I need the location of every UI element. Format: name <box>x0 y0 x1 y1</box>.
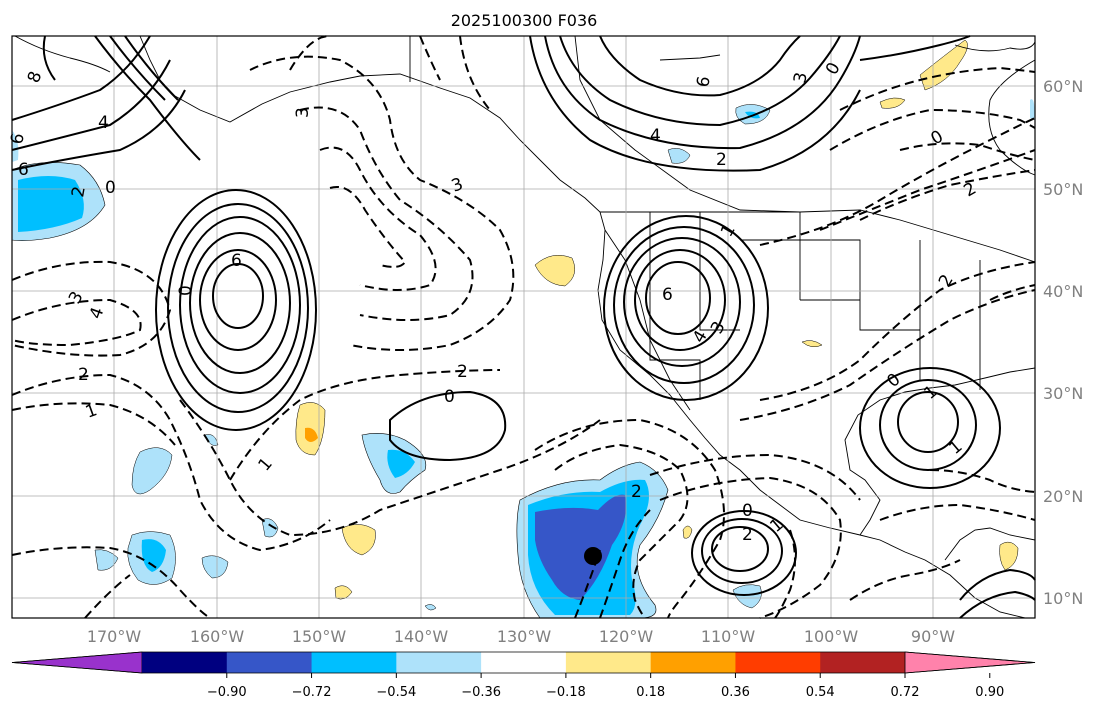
colorbar-tick-label: 0.18 <box>636 685 665 700</box>
contour-label: 4 <box>98 113 109 133</box>
colorbar-outline <box>11 651 1036 674</box>
colorbar-segment <box>311 652 397 673</box>
contour-label: 6 <box>662 285 673 305</box>
lon-label: 120°W <box>599 627 654 646</box>
contour-label: 6 <box>7 132 29 146</box>
colorbar-segment <box>820 652 906 673</box>
colorbar-segment <box>481 652 567 673</box>
contour-label: 0 <box>176 285 196 296</box>
lon-label: 170°W <box>87 627 142 646</box>
contour-label: 3 <box>790 71 812 85</box>
longitude-labels: 170°W 160°W 150°W 140°W 130°W 120°W 110°… <box>87 627 955 646</box>
colorbar-extend-low <box>11 651 143 674</box>
map-title: 2025100300 F036 <box>451 11 598 30</box>
contour-label: 2 <box>68 185 90 199</box>
colorbar-tick-label: 0.72 <box>891 685 920 700</box>
contour-label: 2 <box>457 362 468 382</box>
contour-label: 6 <box>693 75 715 89</box>
colorbar-tick-label: 0.36 <box>721 685 750 700</box>
contour-label: 4 <box>650 126 661 146</box>
colorbar-extend-high <box>904 651 1036 674</box>
lon-label: 150°W <box>292 627 347 646</box>
colorbar-tick-label: −0.36 <box>461 685 501 700</box>
lat-label: 30°N <box>1043 384 1083 403</box>
colorbar-tick-label: −0.18 <box>546 685 586 700</box>
lat-label: 60°N <box>1043 77 1083 96</box>
contour-label: 3 <box>293 107 313 118</box>
negative-contours <box>11 35 1036 619</box>
lon-label: 140°W <box>394 627 449 646</box>
colorbar-segment <box>735 652 821 673</box>
map-frame <box>11 35 1036 619</box>
lon-label: 90°W <box>911 627 955 646</box>
coastlines <box>14 35 1036 619</box>
contour-label: 6 <box>231 251 242 271</box>
contour-label: 6 <box>18 160 29 180</box>
colorbar-segment <box>650 652 736 673</box>
lat-label: 10°N <box>1043 589 1083 608</box>
colorbar-tick-label: −0.54 <box>376 685 416 700</box>
latitude-labels: 60°N 50°N 40°N 30°N 20°N 10°N <box>1043 77 1083 608</box>
colorbar-segment <box>226 652 313 673</box>
lat-label: 20°N <box>1043 487 1083 506</box>
contour-label: 2 <box>742 525 753 545</box>
lon-label: 160°W <box>190 627 245 646</box>
lat-label: 50°N <box>1043 180 1083 199</box>
colorbar-tick-label: −0.72 <box>292 685 332 700</box>
lon-label: 110°W <box>701 627 756 646</box>
colorbar-segment <box>142 652 228 673</box>
map-panel: 8 6 4 6 2 0 4 2 3 6 3 0 3 2 0 1 6 6 3 4 … <box>7 35 1036 619</box>
tropical-cyclone-marker <box>584 547 602 565</box>
contour-label: 0 <box>742 501 753 521</box>
shaded-anomaly-regions <box>11 39 1035 619</box>
lon-label: 100°W <box>804 627 859 646</box>
contour-label: 2 <box>78 365 89 385</box>
graticule <box>12 36 1035 618</box>
colorbar-tick-label: 0.54 <box>806 685 835 700</box>
lat-label: 40°N <box>1043 282 1083 301</box>
contour-label: 0 <box>105 178 116 198</box>
colorbar-tick-label: 0.90 <box>975 685 1004 700</box>
colorbar-tick-label: −0.90 <box>207 685 247 700</box>
colorbar-segment <box>396 652 482 673</box>
colorbar: −0.90 −0.72 −0.54 −0.36 −0.18 0.18 0.36 0.54 0.7… <box>11 651 1036 700</box>
colorbar-segment <box>565 652 652 673</box>
lon-label: 130°W <box>497 627 552 646</box>
contour-label: 0 <box>444 387 455 407</box>
contour-label: 2 <box>716 150 727 170</box>
contour-label: 2 <box>631 482 642 502</box>
positive-contours <box>11 35 1036 619</box>
